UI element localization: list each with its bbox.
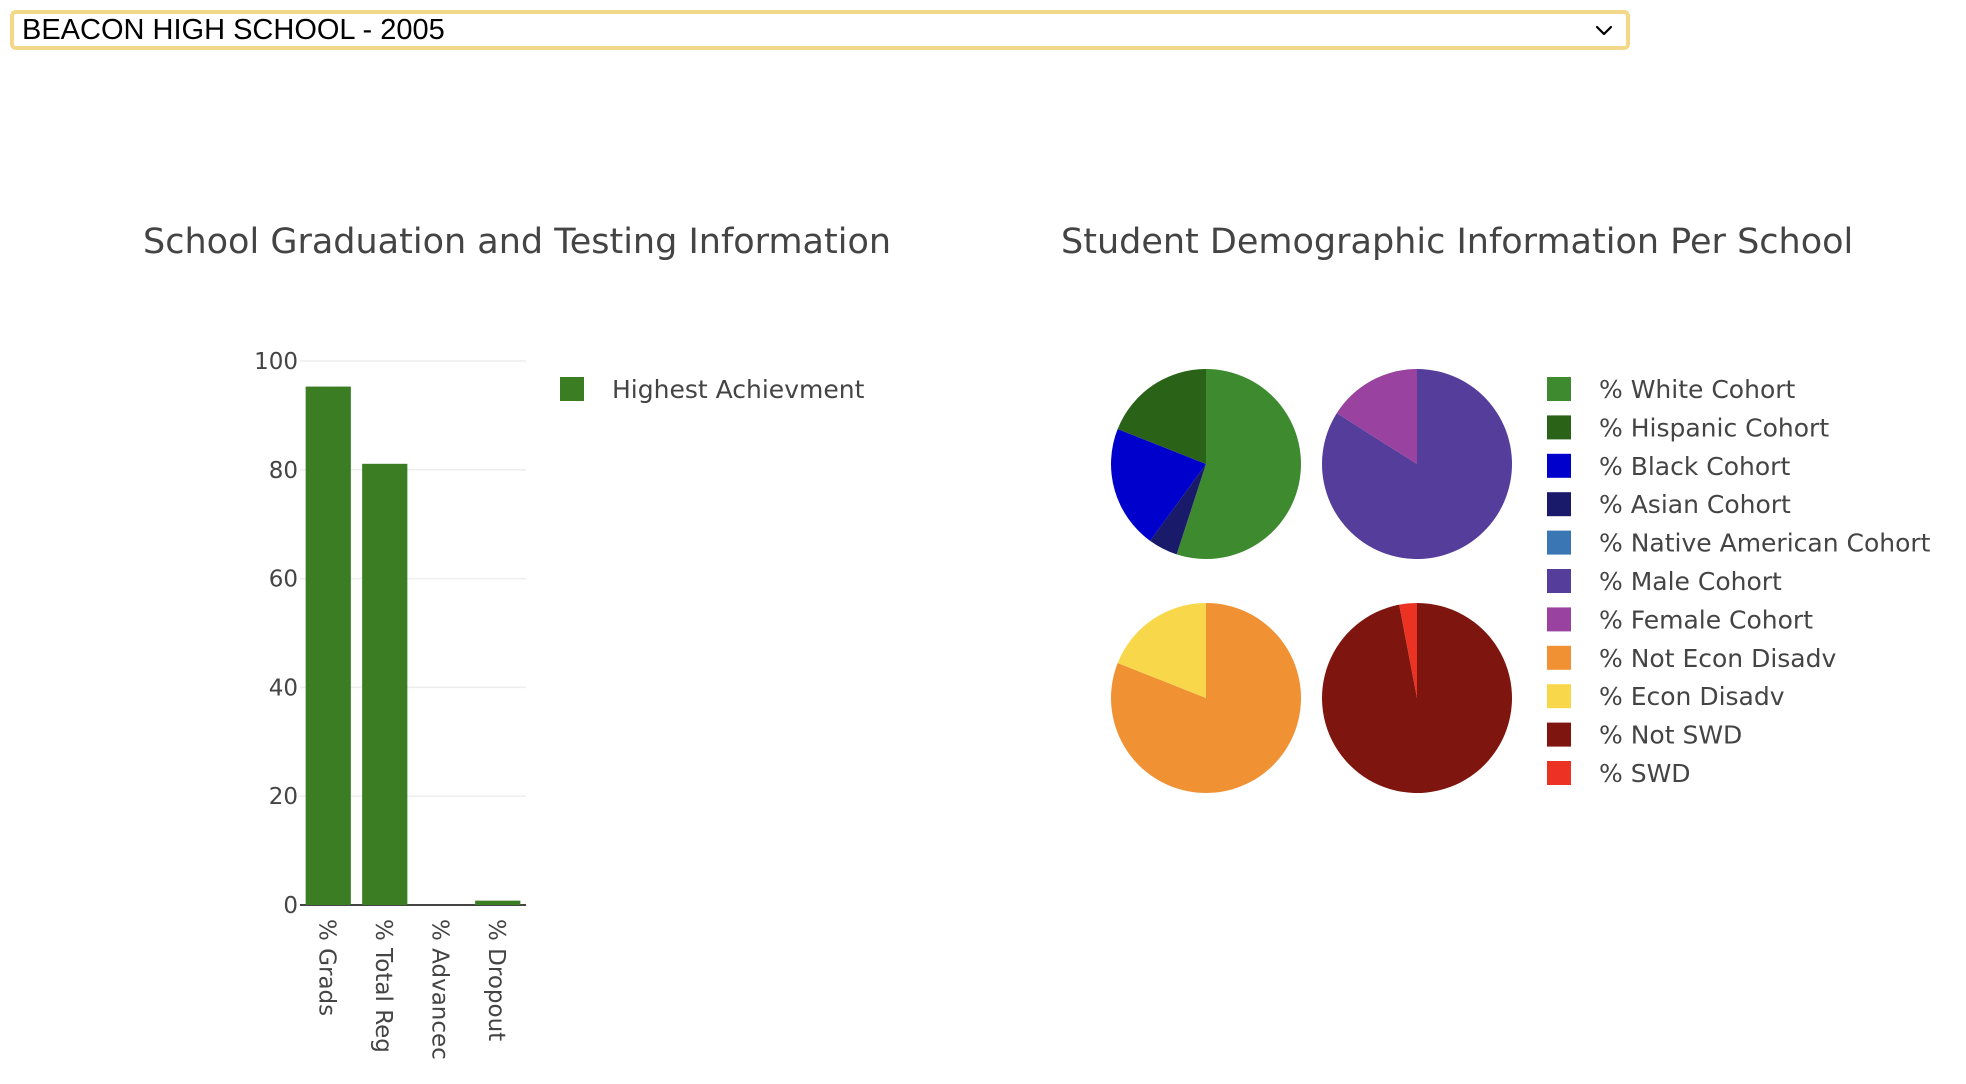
- bar[interactable]: [362, 463, 408, 905]
- legend-swatch[interactable]: [1547, 722, 1571, 747]
- legend-swatch[interactable]: [1547, 492, 1571, 517]
- legend-label[interactable]: % Native American Cohort: [1599, 529, 1931, 558]
- bar[interactable]: [475, 900, 521, 905]
- legend-label[interactable]: Highest Achievment: [612, 375, 865, 404]
- pie-slice[interactable]: [1150, 464, 1206, 555]
- chevron-down-icon: [1595, 25, 1613, 36]
- school-select-value: BEACON HIGH SCHOOL - 2005: [22, 13, 445, 46]
- pie-slice[interactable]: [1111, 429, 1206, 541]
- bar[interactable]: [305, 386, 351, 905]
- x-tick-label: % Advancec: [426, 919, 452, 1060]
- y-tick-label: 100: [254, 349, 298, 375]
- legend-swatch[interactable]: [1547, 645, 1571, 670]
- legend-swatch[interactable]: [1547, 607, 1571, 632]
- pie-chart-title: Student Demographic Information Per Scho…: [1061, 222, 1854, 262]
- legend-swatch[interactable]: [1547, 569, 1571, 593]
- bar-chart-title: School Graduation and Testing Informatio…: [143, 222, 892, 262]
- legend-label[interactable]: % Asian Cohort: [1599, 490, 1791, 519]
- legend-swatch[interactable]: [1547, 761, 1571, 785]
- y-tick-label: 60: [269, 567, 298, 593]
- legend-label[interactable]: % Black Cohort: [1599, 452, 1790, 481]
- pie-slice[interactable]: [1176, 368, 1302, 559]
- legend-swatch[interactable]: [1547, 415, 1571, 440]
- legend-label[interactable]: % Male Cohort: [1599, 567, 1782, 596]
- legend-label[interactable]: % Not SWD: [1599, 721, 1742, 750]
- legend-swatch[interactable]: [1547, 684, 1571, 709]
- x-tick-label: % Grads: [313, 919, 339, 1016]
- legend-label[interactable]: % White Cohort: [1599, 375, 1796, 404]
- legend-swatch[interactable]: [1547, 530, 1571, 555]
- legend-label[interactable]: % Econ Disadv: [1599, 682, 1785, 711]
- legend-label[interactable]: % Not Econ Disadv: [1599, 644, 1836, 673]
- pie-slice[interactable]: [1336, 369, 1417, 464]
- legend-swatch[interactable]: [560, 377, 584, 401]
- legend-swatch[interactable]: [1547, 377, 1571, 401]
- legend-swatch[interactable]: [1547, 453, 1571, 478]
- y-tick-label: 40: [269, 675, 298, 701]
- school-select[interactable]: BEACON HIGH SCHOOL - 2005: [10, 10, 1630, 50]
- y-tick-label: 0: [283, 893, 298, 919]
- pie-slice[interactable]: [1117, 603, 1206, 698]
- pie-slice[interactable]: [1111, 603, 1302, 793]
- y-tick-label: 20: [269, 784, 298, 810]
- bar-chart: 0 20 40 60 80 100 % Grads % Total Reg % Advancec…: [254, 349, 865, 1060]
- pie-slice[interactable]: [1399, 603, 1417, 698]
- pie-slice[interactable]: [1322, 602, 1513, 793]
- y-tick-label: 80: [269, 458, 298, 484]
- legend-label[interactable]: % Female Cohort: [1599, 605, 1813, 634]
- legend-label[interactable]: % Hispanic Cohort: [1599, 413, 1829, 442]
- x-tick-label: % Dropout: [483, 919, 509, 1041]
- x-tick-label: % Total Reg: [370, 919, 396, 1053]
- pie-slice[interactable]: [1117, 369, 1206, 464]
- legend-label[interactable]: % SWD: [1599, 759, 1691, 788]
